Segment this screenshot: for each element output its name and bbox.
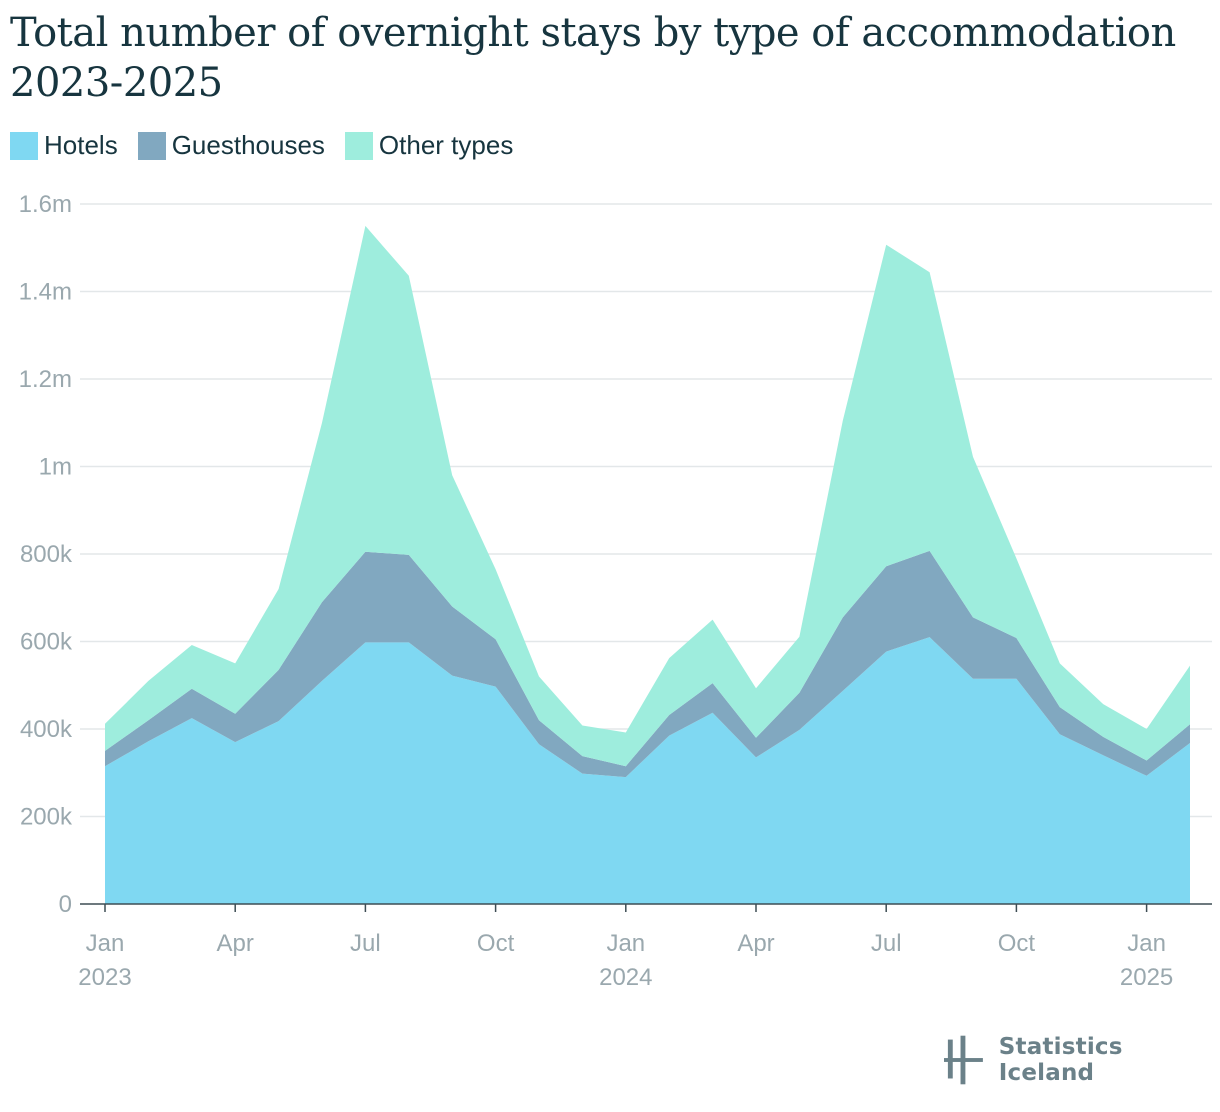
x-tick-label: Oct xyxy=(998,930,1036,957)
chart-canvas: 0 200k 400k 600k 800k 1m 1.2m 1.4m 1.6m Jan 2023 A… xyxy=(19,191,1212,991)
x-tick-label: Jul xyxy=(350,930,381,957)
statistics-iceland-logo: Statistics Iceland xyxy=(944,1034,1220,1086)
legend-label-guesthouses: Guesthouses xyxy=(171,130,325,160)
x-tick-year-label: 2023 xyxy=(78,964,131,991)
legend-swatch-other-types xyxy=(344,131,373,160)
y-tick-label: 600k xyxy=(20,629,73,656)
y-axis-labels: 0 200k 400k 600k 800k 1m 1.2m 1.4m 1.6m xyxy=(19,191,73,918)
area-other-types xyxy=(105,225,1190,767)
x-axis-labels: Jan 2023 Apr Jul Oct Jan 2024 Apr Jul Oct Jan 2025 xyxy=(78,930,1173,991)
x-tick-label: Jan xyxy=(606,930,645,957)
legend-item-hotels[interactable]: Hotels xyxy=(10,130,118,161)
legend-label-hotels: Hotels xyxy=(44,130,118,160)
y-tick-label: 400k xyxy=(20,716,73,743)
x-tick-label: Oct xyxy=(477,930,515,957)
logo-text: Statistics Iceland xyxy=(998,1034,1123,1086)
y-tick-label: 1.2m xyxy=(19,366,72,393)
legend-item-guesthouses[interactable]: Guesthouses xyxy=(137,130,325,161)
legend: Hotels Guesthouses Other types xyxy=(10,130,533,161)
y-tick-label: 0 xyxy=(59,891,72,918)
legend-swatch-guesthouses xyxy=(137,131,166,160)
y-tick-label: 1.6m xyxy=(19,191,72,218)
legend-item-other-types[interactable]: Other types xyxy=(344,130,514,161)
y-tick-label: 1.4m xyxy=(19,279,72,306)
legend-swatch-hotels xyxy=(10,131,38,160)
x-tick-label: Jan xyxy=(1127,930,1166,957)
x-tick-year-label: 2025 xyxy=(1120,964,1173,991)
y-tick-label: 1m xyxy=(39,454,72,481)
x-tick-year-label: 2024 xyxy=(599,964,652,991)
area-guesthouses xyxy=(105,550,1190,778)
area-series xyxy=(105,225,1190,904)
x-tick-label: Apr xyxy=(737,930,774,957)
x-axis xyxy=(80,903,1212,912)
statistics-iceland-logo-icon xyxy=(944,1035,983,1085)
chart-title: Total number of overnight stays by type … xyxy=(10,10,1176,106)
area-hotels xyxy=(105,637,1190,904)
legend-label-other-types: Other types xyxy=(378,130,514,160)
y-tick-label: 800k xyxy=(20,541,73,568)
x-tick-label: Apr xyxy=(217,930,254,957)
x-tick-label: Jul xyxy=(871,930,902,957)
x-tick-label: Jan xyxy=(86,930,125,957)
y-tick-label: 200k xyxy=(20,804,73,831)
